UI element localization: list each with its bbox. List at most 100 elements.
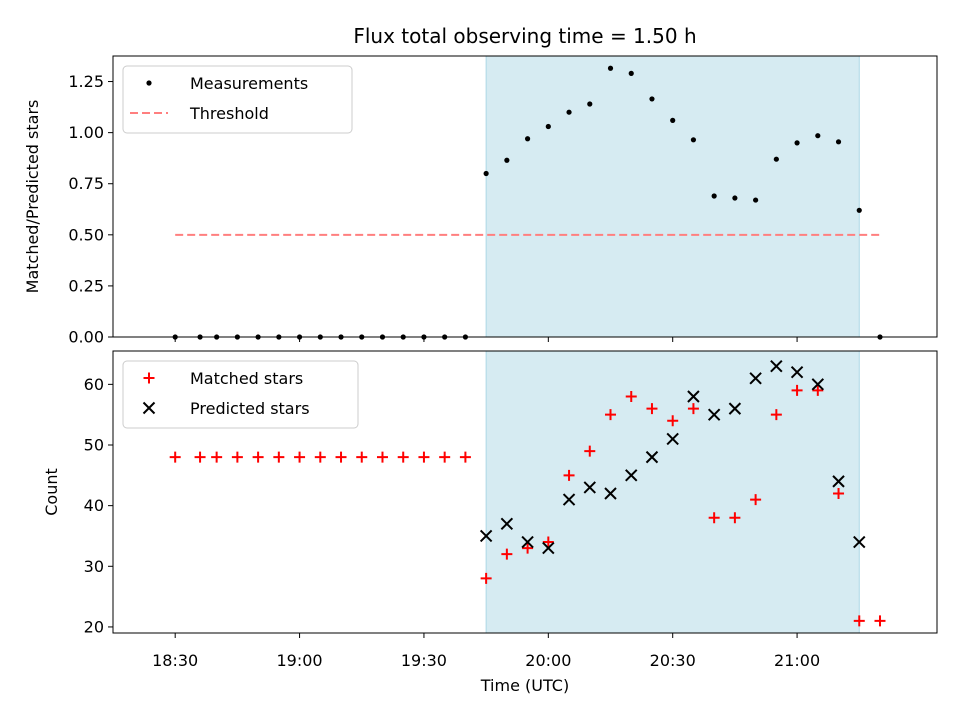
series-2-2-point-12 [728, 402, 742, 415]
observing-window-shade-2 [485, 350, 860, 634]
series-2-1-point-16 [501, 548, 513, 560]
series-1-1-point-28 [753, 197, 759, 203]
legend-label-2-2: Predicted stars [190, 399, 310, 418]
series-2-2-point-9 [666, 432, 679, 446]
series-2-1-point-13 [439, 451, 451, 463]
series-2-2-point-16 [811, 378, 825, 391]
series-1-1-point-26 [711, 193, 717, 199]
x-tick-label-0: 18:30 [152, 651, 198, 670]
x-tick-label-4: 20:30 [650, 651, 696, 670]
series-2-1-point-9 [356, 451, 368, 463]
series-1-1-point-32 [835, 139, 842, 145]
series-2-1-point-1 [194, 451, 206, 463]
y-tick-label-1-3: 0.75 [68, 174, 104, 193]
y-tick-label-1-4: 1.00 [68, 123, 104, 142]
series-2-1-point-30 [791, 384, 803, 396]
series-2-2-point-7 [625, 469, 638, 482]
series-2-1-point-5 [273, 451, 285, 463]
series-2-1-point-8 [335, 451, 347, 463]
y-tick-label-2-4: 60 [84, 375, 104, 394]
series-2-1-point-11 [397, 451, 409, 463]
series-2-1-point-27 [729, 512, 741, 524]
y-tick-label-1-0: 0.00 [68, 328, 104, 347]
legend-box-2 [122, 360, 359, 429]
legend-marker-2-1 [143, 372, 155, 384]
y-tick-label-2-0: 20 [84, 617, 104, 636]
series-2-1-point-24 [667, 415, 679, 427]
series-1-1-point-30 [794, 140, 800, 146]
series-1-1-point-33 [856, 207, 862, 213]
x-tick-label-1: 19:00 [277, 651, 323, 670]
y-tick-label-2-2: 40 [84, 496, 104, 515]
y-axis-label-2: Count [42, 468, 61, 516]
y-tick-label-2-3: 50 [84, 436, 104, 455]
y-tick-label-2-1: 30 [84, 557, 104, 576]
series-1-1-point-31 [815, 133, 821, 139]
series-2-2-point-11 [707, 408, 721, 421]
series-2-1-point-21 [605, 409, 617, 421]
legend-label-2-1: Matched stars [190, 369, 303, 388]
series-2-1-point-15 [480, 572, 492, 584]
series-1-1-point-15 [483, 170, 489, 177]
x-tick-label-2: 19:30 [401, 651, 447, 670]
series-2-2-point-5 [583, 481, 596, 494]
series-2-1-point-31 [812, 384, 824, 396]
series-2-2-point-15 [790, 366, 804, 379]
series-1-1-point-18 [545, 123, 551, 130]
series-2-1-point-6 [294, 451, 306, 463]
series-2-2-point-8 [645, 450, 659, 464]
legend-marker-2-2 [142, 401, 156, 415]
y-tick-label-1-1: 0.25 [68, 276, 104, 295]
series-2-2-point-3 [542, 541, 555, 555]
series-2-1-point-33 [853, 615, 865, 627]
series-2-1-point-34 [874, 615, 886, 627]
series-2-2-point-13 [749, 372, 762, 385]
series-1-1-point-25 [690, 137, 697, 143]
series-2-1-point-23 [646, 403, 658, 415]
y-tick-label-1-2: 0.50 [68, 225, 104, 244]
y-axis-label-1: Matched/Predicted stars [23, 100, 42, 294]
series-2-2-point-4 [562, 493, 576, 506]
series-2-2-point-14 [770, 359, 783, 373]
x-axis-label: Time (UTC) [480, 676, 569, 695]
series-1-1-point-21 [607, 65, 614, 71]
legend-marker-1-1 [146, 80, 152, 86]
series-1-1-point-29 [773, 156, 779, 162]
series-2-1-point-28 [750, 494, 762, 506]
plot-frame-2 [112, 350, 938, 634]
series-2-1-point-2 [211, 451, 223, 463]
series-2-1-point-7 [314, 451, 326, 463]
y-tick-label-1-5: 1.25 [68, 72, 104, 91]
series-2-1-point-3 [231, 451, 243, 463]
series-2-1-point-29 [770, 409, 782, 421]
series-2-1-point-12 [418, 451, 430, 463]
legend-label-1-2: Threshold [189, 104, 269, 123]
series-2-2-point-10 [687, 390, 700, 403]
series-1-1-point-22 [628, 70, 634, 76]
series-2-1-point-10 [376, 451, 388, 463]
series-2-1-point-17 [522, 542, 534, 554]
series-2-2-point-2 [521, 535, 534, 549]
series-2-1-point-18 [542, 536, 554, 548]
legend-box-1 [122, 65, 353, 134]
series-2-2-point-18 [853, 535, 866, 549]
series-1-1-point-20 [587, 101, 593, 107]
legend-label-1-1: Measurements [190, 74, 308, 93]
series-2-1-point-14 [459, 451, 471, 463]
series-1-1-point-23 [649, 96, 655, 102]
series-2-2-point-6 [604, 487, 617, 500]
series-1-1-point-24 [670, 117, 676, 123]
series-2-1-point-26 [708, 512, 720, 524]
x-tick-label-3: 20:00 [525, 651, 571, 670]
series-2-1-point-0 [169, 451, 181, 463]
series-2-2-point-1 [500, 517, 514, 531]
series-2-2-point-0 [479, 529, 493, 543]
series-2-1-point-19 [563, 469, 575, 481]
series-1-1-point-27 [732, 195, 738, 201]
observing-window-shade-1 [485, 55, 860, 338]
series-2-1-point-25 [687, 403, 699, 415]
series-1-1-point-19 [566, 109, 572, 115]
series-2-1-point-4 [252, 451, 264, 463]
series-1-1-point-17 [524, 136, 531, 142]
